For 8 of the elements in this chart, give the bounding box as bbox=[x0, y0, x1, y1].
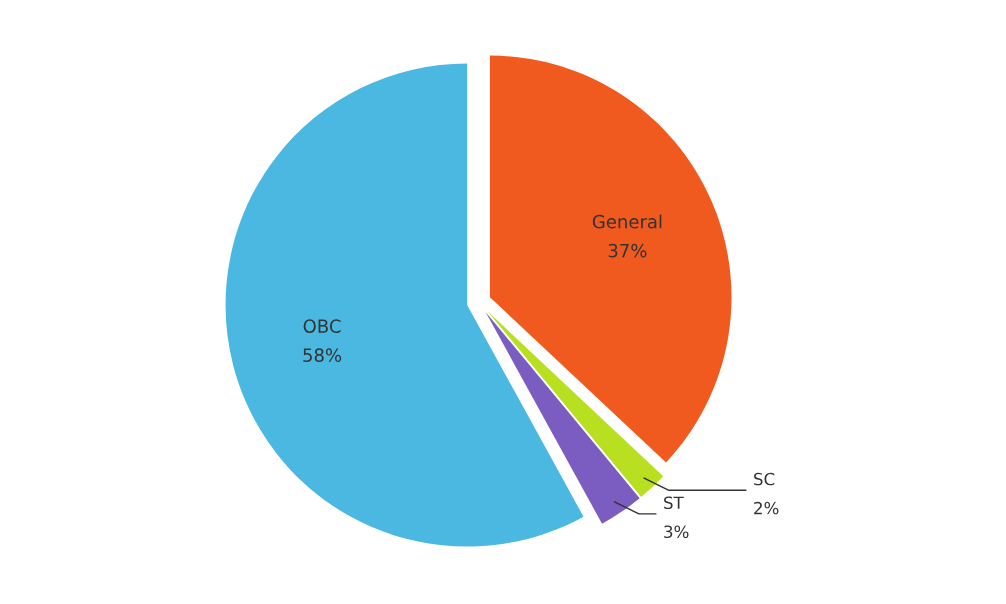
slice-label: OBC bbox=[303, 319, 341, 333]
data-label: 58% bbox=[303, 348, 342, 362]
data-label: 37% bbox=[608, 243, 647, 258]
slice-label: SC bbox=[754, 472, 775, 486]
slice-label: ST bbox=[664, 496, 684, 510]
data-label: 2% bbox=[754, 501, 779, 515]
slice-label: General bbox=[592, 214, 662, 229]
data-label: 3% bbox=[664, 525, 689, 539]
